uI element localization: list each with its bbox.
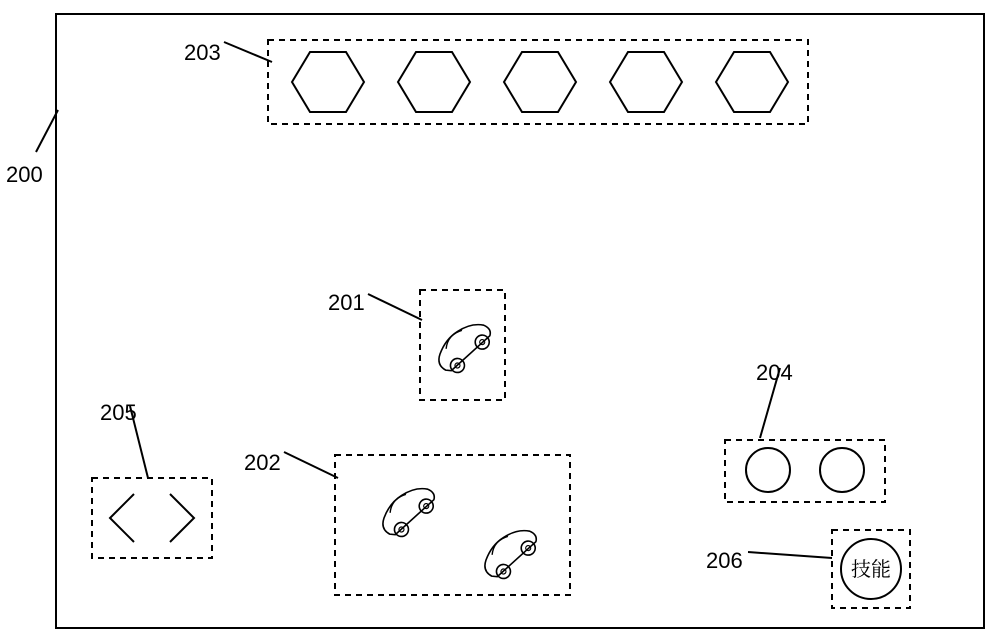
car-single-box <box>420 290 505 400</box>
ref-label: 204 <box>756 360 793 386</box>
circles-panel-box <box>725 440 885 502</box>
ref-label: 201 <box>328 290 365 316</box>
ref-label: 205 <box>100 400 137 426</box>
hexagon-icon <box>716 52 788 112</box>
circle-icon <box>820 448 864 492</box>
hexagon-icon <box>504 52 576 112</box>
ref-label: 202 <box>244 450 281 476</box>
car-icon <box>374 479 442 544</box>
car-icon <box>476 521 544 586</box>
ref-label: 203 <box>184 40 221 66</box>
outer-frame <box>56 14 984 628</box>
ref-label: 200 <box>6 162 43 188</box>
car-pair-box <box>335 455 570 595</box>
chevron-right-icon <box>170 494 194 542</box>
hexagon-icon <box>398 52 470 112</box>
leader-line <box>284 452 338 478</box>
leader-line <box>224 42 272 62</box>
leader-line <box>368 294 422 320</box>
car-icon <box>430 315 498 380</box>
chevron-left-icon <box>110 494 134 542</box>
skill-label: 技能 <box>851 553 891 582</box>
hexagon-icon <box>292 52 364 112</box>
leader-line <box>748 552 832 558</box>
ref-label: 206 <box>706 548 743 574</box>
leader-line <box>36 110 58 152</box>
hexagon-icon <box>610 52 682 112</box>
circle-icon <box>746 448 790 492</box>
